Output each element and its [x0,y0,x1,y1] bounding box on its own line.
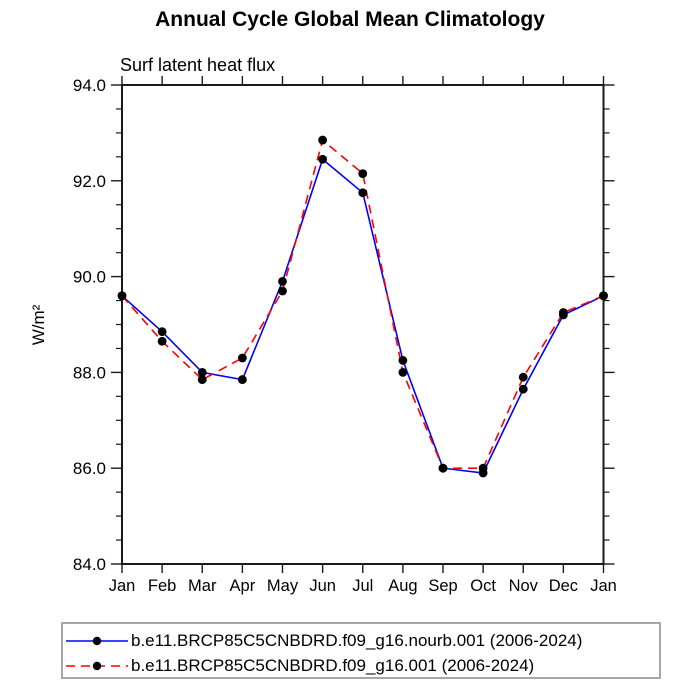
series-0-marker [358,188,368,198]
series-1-marker [518,372,528,382]
series-1-marker [599,291,608,301]
legend-line-sample-dashed [66,661,128,670]
x-tick-label: Feb [148,577,176,595]
series-1-marker [278,286,287,296]
series-0-marker [318,154,328,164]
series-0-marker [157,327,167,337]
y-tick-label: 86.0 [73,459,106,478]
series-1-marker [237,353,247,363]
x-tick-label: Dec [549,577,578,595]
plot-frame [121,84,605,565]
series-0-marker [237,375,247,384]
legend-line-sample-solid [66,636,128,645]
series-1-marker [157,336,167,346]
x-tick-label: Apr [230,577,256,595]
series-1-marker [478,463,488,473]
legend-item: b.e11.BRCP85C5CNBDRD.f09_g16.001 (2006-2… [63,653,659,678]
series-0-marker [518,384,528,394]
x-tick-label: May [267,577,299,595]
chart-title: Annual Cycle Global Mean Climatology [155,8,545,31]
y-tick-label: 92.0 [73,172,106,191]
x-tick-label: Jun [309,577,336,595]
legend-item: b.e11.BRCP85C5CNBDRD.f09_g16.nourb.001 (… [63,628,659,653]
series-0-marker [278,276,287,286]
series-0-marker [398,356,408,365]
series-1-marker [558,308,568,317]
x-tick-label: Sep [428,577,457,595]
x-tick-label: Jan [109,577,136,595]
legend-box: b.e11.BRCP85C5CNBDRD.f09_g16.nourb.001 (… [61,622,661,679]
series-1-marker [117,291,127,301]
legend-label: b.e11.BRCP85C5CNBDRD.f09_g16.nourb.001 (… [131,630,583,650]
series-0-marker [197,368,207,377]
legend-marker-icon [92,661,102,670]
series-1-marker [197,375,207,384]
series-1-marker [358,169,368,179]
series-1-marker [398,368,408,377]
series-1-marker [318,135,328,145]
legend-marker-icon [92,636,102,645]
y-tick-label: 90.0 [73,268,106,287]
x-tick-label: Jan [590,577,617,595]
y-tick-label: 94.0 [73,76,106,95]
series-1-marker [438,463,448,473]
legend-label: b.e11.BRCP85C5CNBDRD.f09_g16.001 (2006-2… [131,655,535,675]
x-tick-label: Nov [509,577,539,595]
x-tick-label: Oct [470,577,496,595]
x-tick-label: Mar [188,577,217,595]
y-tick-label: 88.0 [73,363,106,382]
x-tick-label: Jul [352,577,373,595]
y-tick-label: 84.0 [73,555,106,574]
x-tick-label: Aug [388,577,417,595]
chart-subtitle: Surf latent heat flux [120,55,276,75]
series-line-0 [121,157,604,474]
